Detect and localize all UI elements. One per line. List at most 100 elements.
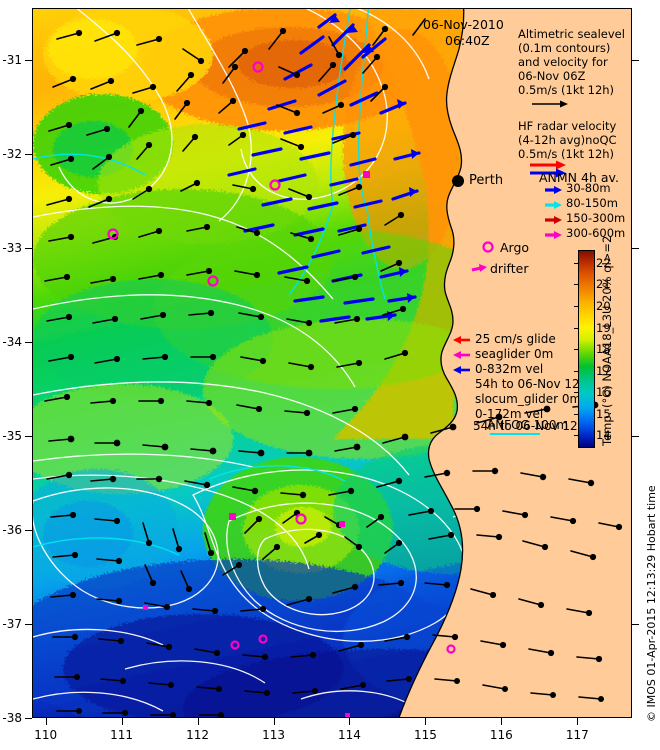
legend-hfradar-arrow-icon xyxy=(530,160,566,178)
legend-anmn-title: ANMN 4h av. xyxy=(539,170,619,185)
y-axis-tick-mark xyxy=(25,435,32,437)
legend-slocum-label: slocum_glider 0m xyxy=(475,392,582,406)
legend-glide-label: 25 cm/s glide xyxy=(475,332,556,346)
legend-altimetry-line2: (0.1m contours) xyxy=(518,41,611,55)
colorbar-tick-label: 20 xyxy=(596,299,611,313)
legend-altimetry-line5: 0.5m/s (1kt 12h) xyxy=(518,83,615,97)
colorbar-tick-label: 16 xyxy=(596,385,611,400)
colorbar-tick-mark xyxy=(574,435,578,437)
map-plot-area[interactable]: 06-Nov-2010 06:40Z Perth xyxy=(32,8,632,718)
colorbar-tick-label: 21 xyxy=(596,277,611,292)
argo-float-marker[interactable] xyxy=(107,61,456,654)
legend-altimetry-arrow-icon xyxy=(532,100,568,108)
perth-label: Perth xyxy=(469,173,504,188)
x-axis-tick-label: 116 xyxy=(489,728,513,742)
legend-anfog-label: ANFOG 100m xyxy=(487,418,569,432)
y-axis-tick-label: -33 xyxy=(2,240,22,255)
y-axis-tick-mark xyxy=(25,59,32,61)
y-axis-tick-label: -34 xyxy=(2,334,22,349)
hf-radar-arrowhead xyxy=(329,15,419,321)
legend-vel2-label: 0-172m vel xyxy=(475,407,544,421)
x-axis-tick-mark xyxy=(273,718,275,725)
x-axis-tick-mark xyxy=(121,718,123,725)
right-axis-tick-mark xyxy=(632,623,639,625)
colorbar-tick-label: 19 xyxy=(596,320,611,335)
legend-seaglider-label: seaglider 0m xyxy=(475,347,554,361)
datestamp-line1: 06-Nov-2010 xyxy=(423,17,504,32)
y-axis-tick-label: -36 xyxy=(2,522,22,537)
argo-circle-outline-icon xyxy=(482,241,494,253)
legend-hfradar-line1: HF radar velocity xyxy=(518,119,617,133)
legend-anmn-label-0: 30-80m xyxy=(566,181,611,195)
legend-anmn-label-1: 80-150m xyxy=(566,196,618,210)
legend-anmn-arrow-icon-0 xyxy=(545,186,562,194)
legend-anmn-label-2: 150-300m xyxy=(566,211,626,225)
temperature-colorbar xyxy=(578,250,595,448)
legend-period1-label: 54h to 06-Nov 12Z xyxy=(475,377,588,391)
legend-anmn-arrow-icon-3 xyxy=(545,231,562,239)
y-axis-tick-label: -38 xyxy=(2,711,22,725)
legend-anmn-arrow-icon-2 xyxy=(545,216,562,224)
legend-altimetry-line3: and velocity for xyxy=(518,55,608,69)
colorbar-tick-mark xyxy=(574,306,578,307)
y-axis-tick-mark xyxy=(25,153,32,155)
legend-velocity-arrow-icon xyxy=(453,366,470,374)
colorbar-tick-label: 15 xyxy=(596,406,611,421)
colorbar-tick-mark xyxy=(574,262,578,264)
y-axis-tick-mark xyxy=(25,529,32,531)
y-axis-tick-label: -32 xyxy=(2,146,22,161)
colorbar-tick-label: 17 xyxy=(596,363,611,378)
sst-raster xyxy=(33,9,631,718)
right-axis-tick-mark xyxy=(632,435,639,437)
y-axis-tick-label: -31 xyxy=(2,52,22,67)
y-axis-tick-label: -35 xyxy=(2,428,22,443)
copyright-notice: © IMOS 01-Apr-2015 12:13:29 Hobart time xyxy=(645,485,658,722)
x-axis-tick-mark xyxy=(45,718,47,725)
x-axis-tick-label: 112 xyxy=(186,728,210,742)
legend-anmn-arrow-icon-1 xyxy=(545,201,562,209)
colorbar-tick-mark xyxy=(574,349,578,351)
sealevel-contours xyxy=(33,9,631,712)
x-axis-tick-mark xyxy=(425,718,427,725)
datestamp-line2: 06:40Z xyxy=(445,33,490,48)
x-axis-tick-label: 111 xyxy=(110,728,134,742)
colorbar-tick-mark xyxy=(574,284,578,286)
x-axis-tick-label: 113 xyxy=(262,728,285,742)
colorbar-tick-mark xyxy=(574,392,578,394)
drifter-arrow-icon xyxy=(471,264,487,272)
x-axis-tick-label: 114 xyxy=(338,728,361,742)
y-axis-tick-mark xyxy=(25,247,32,249)
colorbar-tick-mark xyxy=(574,370,578,372)
colorbar-tick-label: 14 xyxy=(596,428,611,443)
x-axis-tick-label: 115 xyxy=(413,728,437,742)
legend-drifter-label: drifter xyxy=(490,261,529,276)
legend-argo-label: Argo xyxy=(500,240,530,255)
velocity-arrowhead xyxy=(63,25,623,717)
x-axis-tick-label: 117 xyxy=(565,728,589,742)
legend-anmn-label-3: 300-600m xyxy=(566,226,626,240)
legend-anfog-track-line xyxy=(490,433,540,435)
y-axis-tick-mark xyxy=(25,341,32,343)
x-axis-tick-mark xyxy=(577,718,579,725)
legend-vel1-label: 0-832m vel xyxy=(475,362,544,376)
y-axis-tick-mark xyxy=(25,623,32,625)
legend-period2-label: 54h to 06-Nov 12Z xyxy=(473,419,586,433)
x-axis-tick-mark xyxy=(197,718,199,725)
right-axis-tick-mark xyxy=(632,247,639,249)
x-axis-tick-label: 110 xyxy=(34,728,58,742)
legend-hfradar-line3: 0.5m/s (1kt 12h) xyxy=(518,147,615,161)
colorbar-tick-label: 18 xyxy=(596,342,611,357)
colorbar-tick-label: 22 xyxy=(596,255,611,270)
right-axis-tick-mark xyxy=(632,59,639,61)
drifter-marker[interactable] xyxy=(143,171,370,718)
legend-altimetry-line1: Altimetric sealevel xyxy=(518,27,625,41)
colorbar-tick-mark xyxy=(574,413,578,415)
y-axis-tick-mark xyxy=(25,718,32,719)
x-axis-tick-mark xyxy=(501,718,503,725)
perth-city-dot xyxy=(452,175,464,187)
legend-seaglider-arrow-icon xyxy=(453,351,470,359)
y-axis-tick-label: -37 xyxy=(2,616,22,631)
legend-altimetry-line4: 06-Nov 06Z xyxy=(518,69,586,83)
legend-hfradar-line2: (4-12h avg)noQC xyxy=(518,133,617,147)
